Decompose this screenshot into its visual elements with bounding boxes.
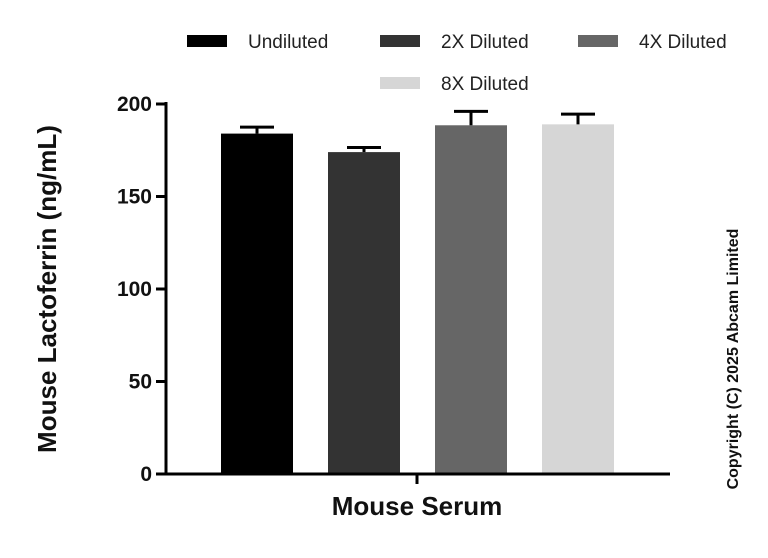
bar-series-3 xyxy=(435,125,507,475)
y-tick-label: 200 xyxy=(117,93,152,116)
error-bars xyxy=(240,109,595,153)
legend-label-2: 2X Diluted xyxy=(441,32,529,53)
bar-series-2 xyxy=(328,152,400,474)
y-tick-label: 50 xyxy=(129,371,152,394)
y-tick-label: 100 xyxy=(117,278,152,301)
legend-label-3: 4X Diluted xyxy=(639,32,727,53)
y-tick-label: 0 xyxy=(140,463,152,486)
legend: Undiluted 2X Diluted 4X Diluted 8X Diluted xyxy=(187,32,727,95)
legend-label-4: 8X Diluted xyxy=(441,74,529,95)
y-axis-title: Mouse Lactoferrin (ng/mL) xyxy=(32,125,62,453)
bar-series-4 xyxy=(542,124,614,474)
x-axis-title: Mouse Serum xyxy=(332,491,503,521)
y-tick-label: 150 xyxy=(117,186,152,209)
bars xyxy=(221,124,614,475)
legend-swatch-4 xyxy=(380,77,420,89)
legend-swatch-1 xyxy=(187,35,227,47)
x-axis xyxy=(164,472,670,484)
bar-series-1 xyxy=(221,133,293,474)
legend-swatch-3 xyxy=(578,35,618,47)
legend-label-1: Undiluted xyxy=(248,32,328,53)
legend-swatch-2 xyxy=(380,35,420,47)
copyright-text: Copyright (C) 2025 Abcam Limited xyxy=(725,229,742,490)
y-axis: 0 50 100 150 200 xyxy=(117,93,168,486)
